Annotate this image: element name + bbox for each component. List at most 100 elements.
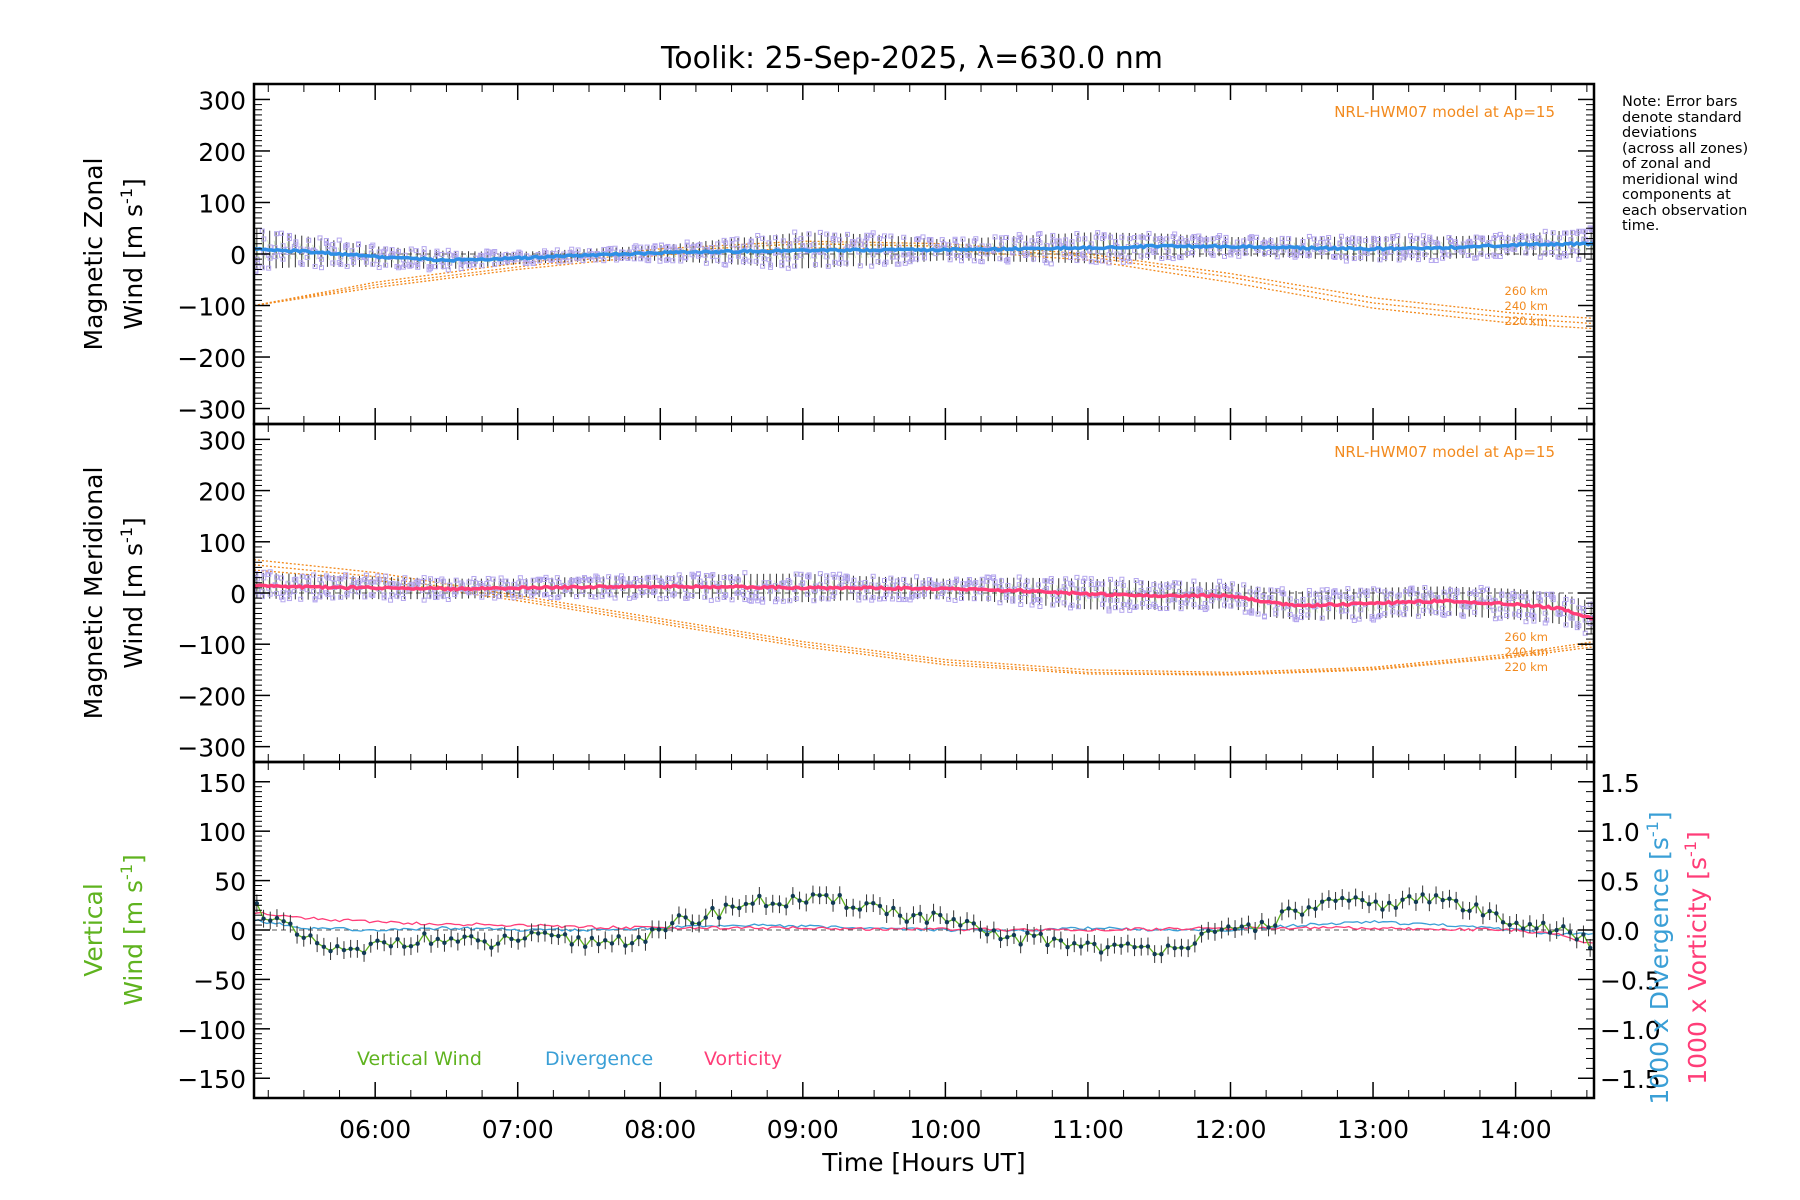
zone-box xyxy=(485,575,491,581)
zone-box xyxy=(723,592,729,598)
zone-box xyxy=(894,254,900,260)
data-point xyxy=(415,941,420,946)
zone-box xyxy=(1505,235,1511,241)
data-point xyxy=(1018,942,1023,947)
zone-box xyxy=(466,579,472,585)
zone-box xyxy=(755,598,761,604)
zone-box xyxy=(381,592,387,598)
zone-box xyxy=(400,595,406,601)
zone-box xyxy=(1242,601,1248,607)
data-point xyxy=(582,944,588,949)
zone-box xyxy=(1569,229,1575,235)
plot-area xyxy=(254,885,1594,964)
data-point xyxy=(596,942,601,947)
zone-box xyxy=(1377,612,1383,618)
data-point xyxy=(1326,896,1332,902)
zone-box xyxy=(1159,237,1165,243)
model-height-label: 240 km xyxy=(1505,299,1548,313)
zone-box xyxy=(1319,587,1325,593)
data-point xyxy=(971,921,976,926)
zone-box xyxy=(1499,235,1505,241)
error-bar-note: Note: Error bars denote standard deviati… xyxy=(1622,94,1792,235)
zone-box xyxy=(723,262,729,268)
zone-box xyxy=(1241,238,1247,244)
zone-box xyxy=(1512,611,1518,617)
zone-box xyxy=(671,244,677,250)
zone-box xyxy=(979,582,985,588)
y-tick-label: −200 xyxy=(177,682,246,711)
y-axis-title-line1: Vertical xyxy=(79,883,108,977)
zone-box xyxy=(825,263,831,269)
zone-box xyxy=(768,264,774,270)
zone-box xyxy=(760,599,766,605)
data-point xyxy=(569,942,574,947)
zone-box xyxy=(1518,594,1524,600)
zone-box xyxy=(716,581,722,587)
zone-box xyxy=(1433,258,1439,264)
zone-box xyxy=(394,581,400,587)
data-point xyxy=(1514,920,1519,926)
zone-box xyxy=(1140,234,1146,240)
zone-box xyxy=(862,580,868,586)
zone-box xyxy=(1473,591,1479,597)
zone-box xyxy=(869,263,875,269)
zone-box xyxy=(728,254,734,260)
zone-box xyxy=(991,574,997,580)
y-tick-label: 300 xyxy=(198,86,246,115)
zone-box xyxy=(267,591,273,597)
data-point xyxy=(877,903,883,909)
zone-box xyxy=(1177,580,1183,586)
zone-box xyxy=(421,246,427,252)
zone-box xyxy=(998,235,1004,241)
zone-box xyxy=(357,578,363,584)
zone-box xyxy=(670,258,676,264)
data-point xyxy=(690,921,695,926)
zone-box xyxy=(1505,593,1511,599)
zone-box xyxy=(774,596,780,602)
zone-box xyxy=(338,261,344,267)
zone-box xyxy=(625,255,631,261)
y-tick-label: −200 xyxy=(177,344,246,373)
data-point xyxy=(1226,924,1231,929)
zone-box xyxy=(1223,586,1229,592)
zone-box xyxy=(882,577,888,583)
zone-box xyxy=(1343,608,1349,614)
zone-box xyxy=(259,594,265,600)
zone-box xyxy=(484,581,490,587)
note-line: of zonal and xyxy=(1622,156,1712,172)
data-point xyxy=(737,905,742,911)
zone-box xyxy=(1075,236,1081,242)
zone-box xyxy=(439,251,445,257)
zone-box xyxy=(413,248,419,254)
zone-box xyxy=(1343,254,1349,260)
zone-box xyxy=(856,591,862,597)
zone-box xyxy=(1467,240,1473,246)
zone-box xyxy=(992,234,998,240)
zone-box xyxy=(1080,587,1086,593)
data-point xyxy=(1159,952,1164,957)
data-point xyxy=(670,921,675,926)
zone-box xyxy=(883,259,889,265)
y-tick-label: 100 xyxy=(198,529,246,558)
zone-box xyxy=(753,590,759,596)
zone-box xyxy=(1260,593,1266,599)
data-point xyxy=(1587,945,1593,951)
zone-box xyxy=(1544,591,1550,597)
zone-box xyxy=(633,576,639,582)
zone-box xyxy=(1242,609,1248,615)
data-point xyxy=(268,918,273,923)
data-point xyxy=(1480,913,1486,918)
y-tick-label: 100 xyxy=(198,818,246,847)
zone-box xyxy=(702,594,708,600)
zone-box xyxy=(439,576,445,582)
data-point xyxy=(1373,899,1378,904)
zone-box xyxy=(1069,582,1075,588)
zone-box xyxy=(395,248,401,254)
zone-box xyxy=(954,253,960,259)
zone-box xyxy=(1486,595,1492,601)
zone-box xyxy=(838,255,844,261)
data-point xyxy=(1165,943,1171,948)
data-point xyxy=(529,930,534,935)
zone-box xyxy=(748,598,754,604)
data-point xyxy=(314,941,320,946)
